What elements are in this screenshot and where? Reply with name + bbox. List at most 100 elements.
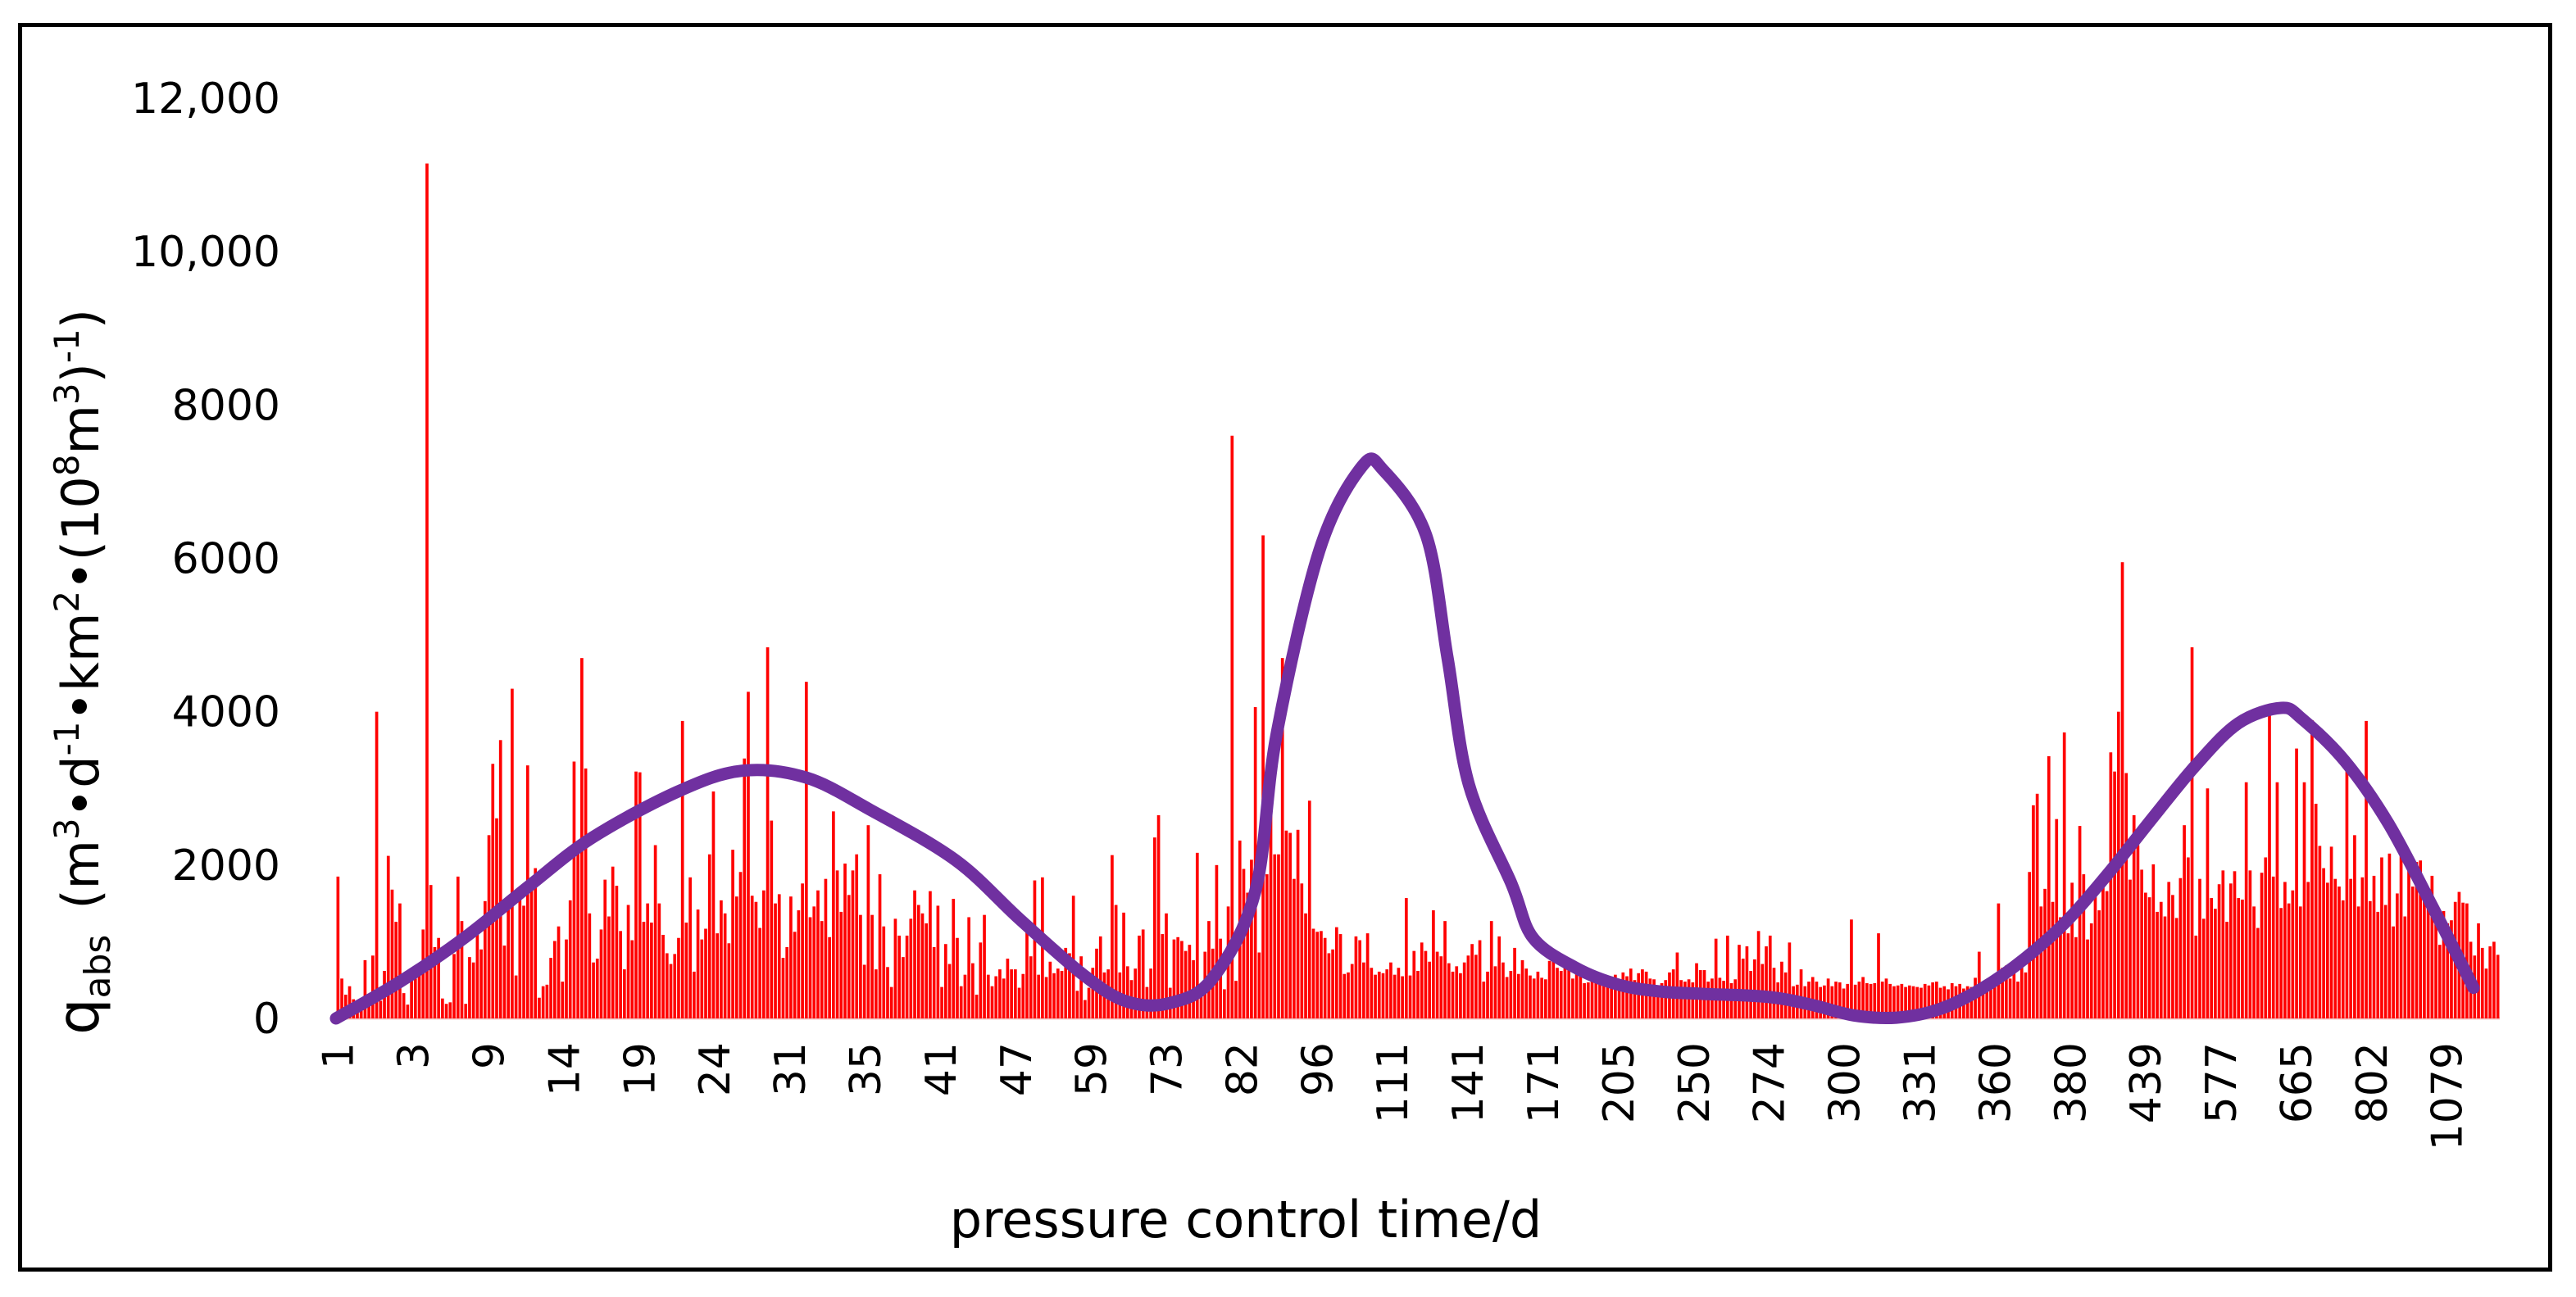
bar bbox=[1799, 969, 1803, 1018]
bar bbox=[2001, 968, 2004, 1018]
bar bbox=[828, 936, 831, 1018]
bar bbox=[882, 926, 886, 1018]
bar bbox=[1540, 977, 1543, 1018]
bar bbox=[2256, 927, 2260, 1018]
bar bbox=[1347, 972, 1350, 1018]
bar bbox=[2167, 882, 2171, 1018]
bar bbox=[2337, 887, 2341, 1018]
x-tick-label: 205 bbox=[1595, 1042, 1644, 1123]
bar bbox=[2423, 887, 2426, 1018]
bar bbox=[1679, 980, 1683, 1018]
bar bbox=[1583, 982, 1586, 1018]
x-tick-label: 82 bbox=[1218, 1042, 1267, 1096]
y-axis-tick-labels: 0 2000 4000 6000 8000 10,000 12,000 bbox=[131, 75, 280, 1044]
bar bbox=[2295, 748, 2298, 1018]
bar bbox=[1377, 971, 1381, 1018]
bar bbox=[1091, 968, 1095, 1018]
bar bbox=[1037, 974, 1041, 1018]
bar bbox=[657, 903, 661, 1019]
bar bbox=[2279, 908, 2283, 1018]
bar bbox=[2430, 875, 2434, 1018]
bar bbox=[2264, 857, 2268, 1018]
bar bbox=[1753, 959, 1756, 1018]
bar bbox=[541, 986, 545, 1018]
bar bbox=[425, 163, 429, 1018]
bar bbox=[1664, 980, 1668, 1018]
bar bbox=[743, 758, 747, 1018]
bar bbox=[983, 914, 986, 1018]
bar bbox=[1250, 859, 1253, 1018]
bar bbox=[693, 971, 696, 1018]
bar bbox=[1892, 986, 1896, 1018]
bar bbox=[2333, 878, 2337, 1018]
bar bbox=[1547, 960, 1552, 1018]
bar bbox=[1888, 983, 1892, 1018]
bar bbox=[905, 935, 909, 1018]
bar bbox=[1997, 903, 2001, 1019]
bar bbox=[700, 939, 704, 1018]
bar bbox=[1853, 984, 1857, 1018]
bar bbox=[2360, 877, 2365, 1018]
bar bbox=[475, 932, 479, 1018]
bar bbox=[1172, 939, 1176, 1018]
bar bbox=[1338, 934, 1343, 1018]
bar bbox=[936, 905, 940, 1018]
bar bbox=[2221, 870, 2225, 1018]
bar bbox=[1869, 983, 1873, 1018]
bar bbox=[1048, 961, 1052, 1018]
bar bbox=[448, 1002, 452, 1018]
bar bbox=[534, 868, 538, 1018]
bar bbox=[565, 939, 568, 1018]
bar bbox=[673, 954, 677, 1018]
bar bbox=[1416, 970, 1420, 1018]
bar bbox=[1296, 829, 1300, 1018]
bar bbox=[1141, 929, 1145, 1018]
bar bbox=[483, 900, 487, 1018]
bar bbox=[2086, 939, 2089, 1018]
bar bbox=[1374, 974, 1377, 1018]
x-tick-label: 802 bbox=[2348, 1042, 2397, 1123]
y-axis-title: qabs (m3•d-1•km2•(108m3)-1) bbox=[45, 309, 119, 1035]
bar bbox=[638, 772, 642, 1018]
bar bbox=[2151, 864, 2156, 1018]
x-tick-label: 19 bbox=[616, 1042, 665, 1096]
bar bbox=[1320, 931, 1323, 1018]
bar bbox=[1857, 982, 1861, 1018]
bar bbox=[1071, 896, 1075, 1018]
bar bbox=[1242, 868, 1246, 1018]
bar bbox=[2097, 910, 2101, 1018]
bar bbox=[2136, 845, 2140, 1018]
bar bbox=[2124, 773, 2128, 1018]
bar bbox=[1985, 982, 1989, 1018]
bar bbox=[2480, 947, 2484, 1018]
x-tick-label: 250 bbox=[1670, 1042, 1720, 1123]
bar bbox=[855, 854, 859, 1018]
bar bbox=[2442, 910, 2446, 1018]
x-tick-label: 3 bbox=[390, 1042, 439, 1069]
bar bbox=[1392, 974, 1397, 1018]
bar bbox=[1033, 880, 1037, 1018]
bar bbox=[1079, 956, 1083, 1018]
bar bbox=[998, 969, 1002, 1018]
x-tick-label: 14 bbox=[540, 1042, 589, 1096]
bar bbox=[2210, 898, 2213, 1018]
bar bbox=[1365, 933, 1370, 1018]
bar bbox=[1838, 982, 1842, 1018]
bar bbox=[1428, 961, 1432, 1018]
bar bbox=[2225, 922, 2228, 1018]
bar bbox=[1195, 852, 1199, 1018]
bar bbox=[1327, 953, 1331, 1018]
bar bbox=[2387, 853, 2392, 1018]
bar bbox=[893, 918, 897, 1018]
bar bbox=[2198, 878, 2201, 1018]
x-tick-label: 360 bbox=[1971, 1042, 2020, 1123]
bar bbox=[1486, 971, 1489, 1018]
trend-line bbox=[329, 452, 2480, 1025]
bar bbox=[1725, 935, 1729, 1018]
bar bbox=[1529, 975, 1532, 1018]
bar bbox=[572, 761, 576, 1018]
bar bbox=[1478, 940, 1482, 1018]
bar bbox=[1556, 968, 1559, 1018]
bar bbox=[1579, 969, 1583, 1018]
y-title-symbol: q bbox=[45, 998, 112, 1034]
